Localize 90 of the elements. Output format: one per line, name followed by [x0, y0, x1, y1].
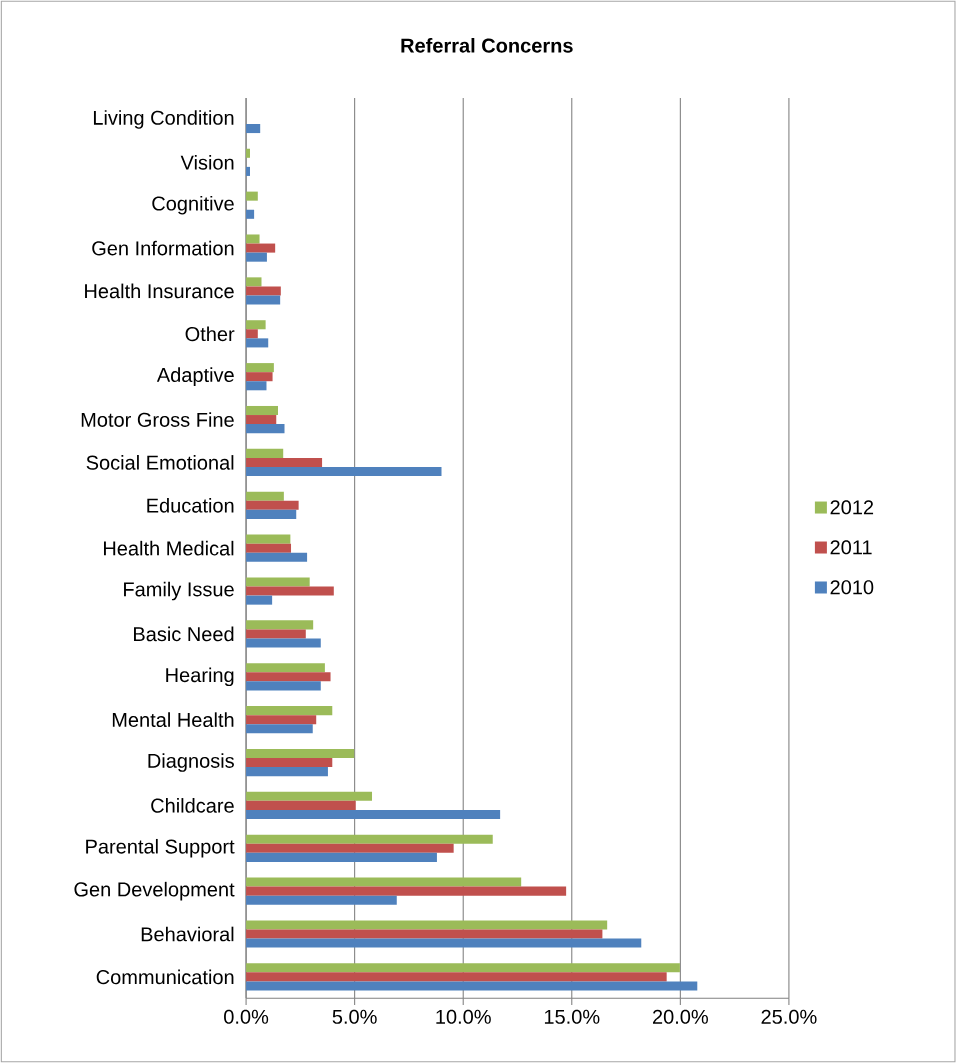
bar — [245, 415, 277, 425]
bar — [245, 938, 642, 948]
bar — [245, 191, 258, 201]
bar — [245, 405, 278, 416]
bar — [245, 491, 284, 501]
bar — [245, 638, 321, 648]
bar — [245, 243, 276, 253]
bar — [245, 758, 333, 768]
bar — [245, 295, 281, 305]
bar — [245, 843, 454, 853]
y-tick-label: Motor Gross Fine — [81, 412, 234, 427]
bar — [245, 724, 313, 734]
bar — [245, 320, 266, 330]
bar — [245, 886, 566, 896]
x-tick-label: 25.0% — [761, 1009, 817, 1024]
bar — [245, 895, 397, 905]
bar — [245, 277, 262, 287]
bar — [245, 715, 317, 725]
bar — [245, 166, 250, 176]
y-tick-label: Basic Need — [133, 626, 234, 642]
y-tick-label: Living Condition — [93, 110, 234, 129]
bar — [245, 595, 272, 605]
y-tick-label: Health Medical — [103, 540, 234, 556]
x-tick-label: 5.0% — [332, 1009, 377, 1024]
bar — [245, 972, 667, 982]
bar — [245, 466, 442, 477]
legend-label: 2012 — [830, 500, 873, 515]
y-tick-label: Behavioral — [141, 926, 234, 942]
x-tick-label: 15.0% — [544, 1009, 600, 1024]
y-tick-label: Other — [185, 326, 235, 342]
bar — [245, 457, 322, 467]
bar — [245, 629, 306, 639]
y-tick-label: Communication — [96, 969, 234, 985]
bar — [245, 681, 321, 691]
y-tick-label: Family Issue — [123, 581, 234, 601]
bar — [245, 852, 437, 862]
bar — [245, 672, 331, 682]
y-tick-label: Gen Development — [74, 881, 235, 901]
y-tick-label: Gen Information — [92, 240, 234, 256]
y-tick-label: Mental Health — [112, 712, 234, 727]
bar — [245, 424, 285, 434]
bar — [245, 577, 310, 587]
x-tick-label: 20.0% — [652, 1009, 708, 1024]
legend-label: 2011 — [830, 540, 872, 555]
bar — [245, 252, 267, 262]
bar — [245, 706, 333, 716]
y-tick-label: Diagnosis — [148, 753, 234, 772]
bar — [245, 234, 260, 244]
bar — [245, 791, 372, 801]
bar — [245, 381, 267, 391]
bar — [245, 963, 680, 973]
bar — [245, 920, 608, 930]
bar — [245, 124, 261, 134]
bar — [245, 809, 500, 820]
bar — [245, 767, 328, 777]
bar — [245, 800, 356, 810]
bar — [245, 509, 297, 519]
bar — [245, 663, 325, 673]
bar — [245, 286, 281, 296]
chart-title: Referral Concerns — [401, 37, 573, 53]
x-tick-label: 0.0% — [223, 1009, 269, 1024]
y-tick-label: Adaptive — [156, 367, 234, 387]
bar — [245, 552, 307, 562]
bar — [245, 981, 698, 991]
y-tick-label: Health Insurance — [84, 283, 234, 299]
y-tick-label: Social Emotional — [86, 455, 234, 470]
y-tick-label: Cognitive — [152, 195, 234, 215]
y-tick-label: Education — [147, 497, 234, 513]
bar — [245, 748, 355, 758]
bar — [245, 620, 314, 630]
bar — [245, 338, 269, 348]
bar — [245, 586, 334, 596]
bar — [245, 209, 254, 219]
y-tick-label: Hearing — [166, 667, 234, 687]
y-tick-label: Vision — [180, 154, 234, 170]
bar — [245, 543, 291, 553]
bar — [245, 834, 493, 844]
x-tick-label: 10.0% — [436, 1009, 491, 1024]
bar — [245, 877, 522, 887]
legend-label: 2010 — [830, 580, 874, 595]
bar — [245, 534, 291, 544]
bar — [245, 500, 299, 510]
bar — [245, 329, 258, 339]
y-tick-label: Childcare — [151, 798, 234, 813]
bar — [245, 929, 603, 939]
bar — [245, 363, 274, 373]
bar — [245, 148, 250, 158]
bar — [245, 372, 273, 382]
bar — [245, 448, 284, 458]
y-tick-label: Parental Support — [86, 838, 235, 858]
